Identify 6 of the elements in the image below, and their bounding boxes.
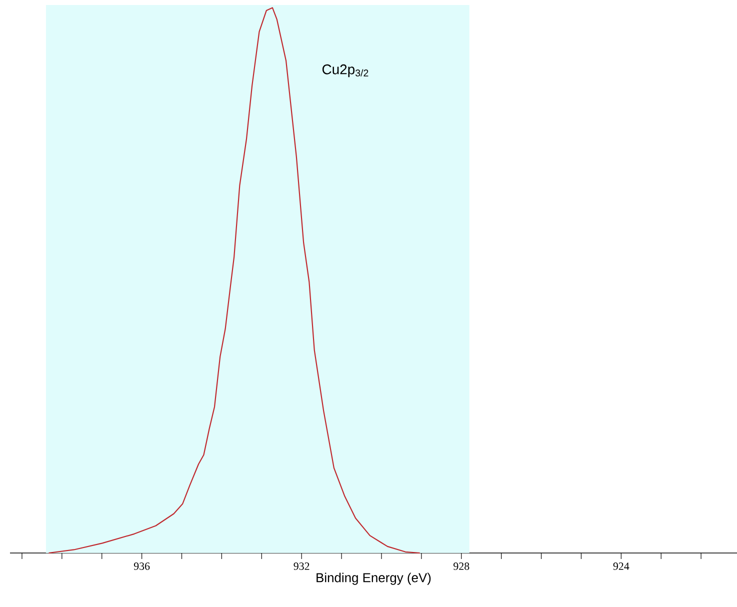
annotation: Cu2p$_{3/2}$	[322, 64, 368, 78]
x-tick-label: 932	[294, 562, 310, 570]
x-tick-label: 936	[134, 562, 150, 570]
x-axis-title: Binding Energy (eV)	[316, 572, 431, 585]
x-tick-label: 924	[613, 562, 630, 570]
x-tick-label: 928	[454, 562, 470, 570]
